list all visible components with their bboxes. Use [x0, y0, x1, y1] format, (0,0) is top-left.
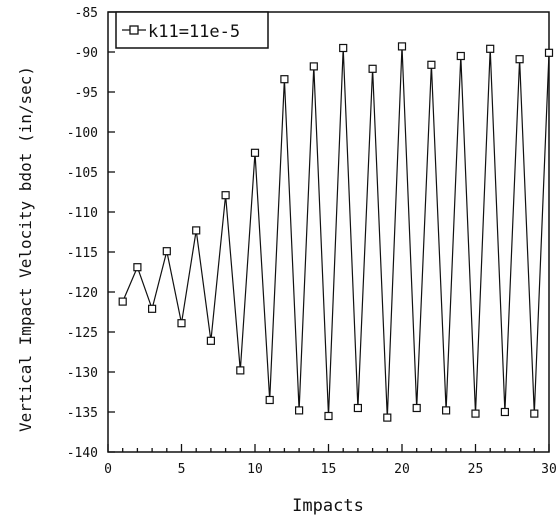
x-tick-label: 20: [394, 462, 410, 477]
y-tick-label: -100: [67, 126, 98, 141]
y-tick-label: -130: [67, 366, 98, 381]
y-tick-label: -105: [67, 166, 98, 181]
data-point-marker: [530, 409, 539, 418]
data-point-marker: [280, 75, 289, 84]
y-tick-label: -125: [67, 326, 98, 341]
data-point-marker: [236, 366, 245, 375]
data-point-marker: [383, 413, 392, 422]
data-point-marker: [471, 409, 480, 418]
data-point-marker: [368, 64, 377, 73]
data-point-marker: [544, 48, 554, 57]
y-axis: -85 -90 -95 -100 -105 -110 -115 -120 -125 -130 -13…: [67, 6, 115, 461]
data-point-marker: [339, 43, 348, 53]
x-tick-label: 0: [104, 462, 112, 477]
y-tick-label: -95: [75, 86, 98, 101]
x-tick-label: 5: [178, 462, 186, 477]
series-line: [122, 46, 550, 418]
data-point-marker: [309, 62, 318, 71]
y-tick-label: -90: [75, 46, 98, 61]
data-point-marker: [353, 403, 362, 413]
data-point-marker: [397, 42, 407, 51]
data-point-marker: [148, 304, 157, 313]
x-tick-label: 25: [468, 462, 484, 477]
legend: k11=11e-5: [115, 11, 269, 49]
data-point-marker: [177, 319, 186, 328]
y-tick-label: -135: [67, 406, 98, 421]
data-point-marker: [250, 148, 260, 157]
legend-square-marker: [129, 25, 139, 35]
data-point-marker: [427, 60, 436, 69]
x-axis: 0 5 10 15 20 25 30: [104, 444, 557, 477]
data-point-marker: [442, 406, 451, 415]
x-tick-label: 10: [247, 462, 263, 477]
data-point-marker: [192, 226, 201, 235]
data-point-marker: [515, 55, 524, 64]
data-point-marker: [486, 44, 495, 53]
data-point-marker: [295, 406, 304, 415]
legend-label: k11=11e-5: [148, 22, 240, 42]
data-point-marker: [500, 407, 509, 417]
y-axis-label: Vertical Impact Velocity bdot (in/sec): [16, 66, 35, 432]
x-tick-label: 30: [541, 462, 557, 477]
y-tick-label: -140: [67, 446, 98, 461]
data-point-marker: [118, 297, 127, 306]
data-point-marker: [456, 51, 465, 61]
x-tick-label: 15: [321, 462, 337, 477]
data-point-marker: [412, 403, 421, 413]
y-tick-label: -120: [67, 286, 98, 301]
data-point-marker: [133, 263, 142, 272]
data-point-marker: [265, 395, 274, 405]
y-tick-label: -110: [67, 206, 98, 221]
x-axis-label: Impacts: [292, 496, 364, 516]
y-tick-label: -115: [67, 246, 98, 261]
data-point-marker: [162, 247, 171, 256]
data-point-marker: [206, 336, 215, 345]
data-point-marker: [324, 411, 333, 421]
y-tick-label: -85: [75, 6, 98, 21]
data-point-marker: [221, 191, 230, 200]
data-series: [118, 42, 554, 422]
